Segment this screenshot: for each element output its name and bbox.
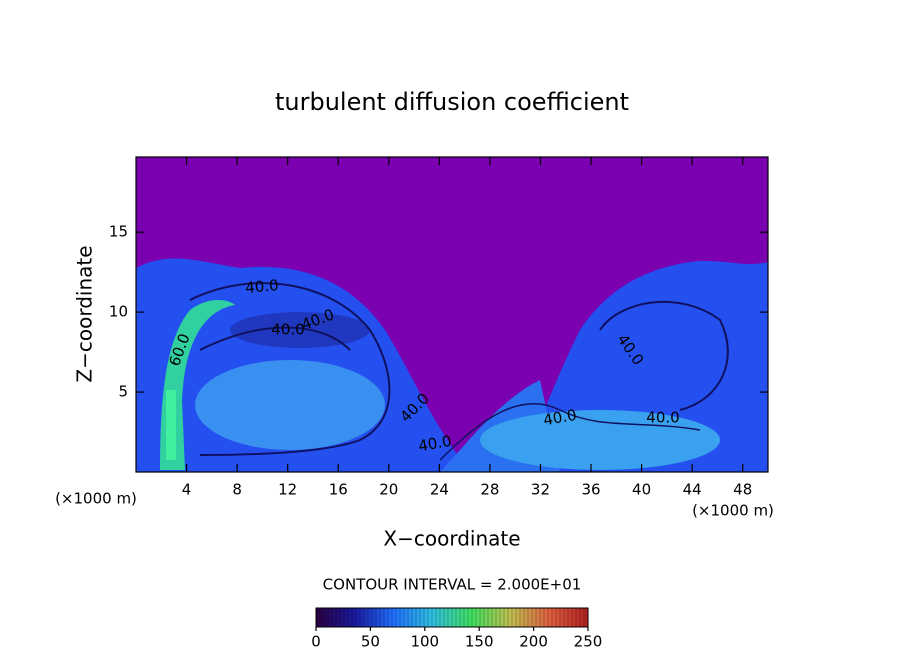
colorbar-tick-label: 50 <box>361 633 380 651</box>
x-tick-label: 12 <box>278 481 297 499</box>
x-tick-label: 32 <box>531 481 550 499</box>
contour-label: 40.0 <box>417 432 453 456</box>
x-tick-label: 44 <box>683 481 702 499</box>
x-tick-label: 36 <box>581 481 600 499</box>
chart-title: turbulent diffusion coefficient <box>275 88 629 116</box>
x-tick-label: 40 <box>632 481 651 499</box>
x-tick-label: 4 <box>182 481 192 499</box>
x-axis-label: X−coordinate <box>383 527 520 551</box>
x-tick-label: 48 <box>733 481 752 499</box>
contour-field <box>136 157 768 472</box>
x-unit: (×1000 m) <box>55 490 137 508</box>
colorbar-tick-label: 200 <box>519 633 548 651</box>
y-tick-label: 10 <box>109 303 128 321</box>
y-tick-label: 5 <box>118 383 128 401</box>
x-tick-label: 20 <box>379 481 398 499</box>
colorbar-tick-label: 250 <box>574 633 603 651</box>
x-unit: (×1000 m) <box>692 502 774 520</box>
x-tick-label: 8 <box>232 481 242 499</box>
x-tick-label: 24 <box>430 481 449 499</box>
y-tick-label: 15 <box>109 223 128 241</box>
colorbar-tick-label: 150 <box>465 633 494 651</box>
x-tick-label: 28 <box>480 481 499 499</box>
contour-label: 40.0 <box>646 409 679 427</box>
contour-label: 40.0 <box>271 321 304 339</box>
contour-label: 40.0 <box>245 276 280 297</box>
contour-interval: CONTOUR INTERVAL = 2.000E+01 <box>323 576 582 594</box>
contour-label: 40.0 <box>542 406 578 430</box>
x-tick-label: 16 <box>329 481 348 499</box>
y-axis-label: Z−coordinate <box>73 245 97 382</box>
colorbar-tick-label: 100 <box>410 633 439 651</box>
plot-frame <box>135 156 769 473</box>
colorbar-tick-label: 0 <box>311 633 321 651</box>
